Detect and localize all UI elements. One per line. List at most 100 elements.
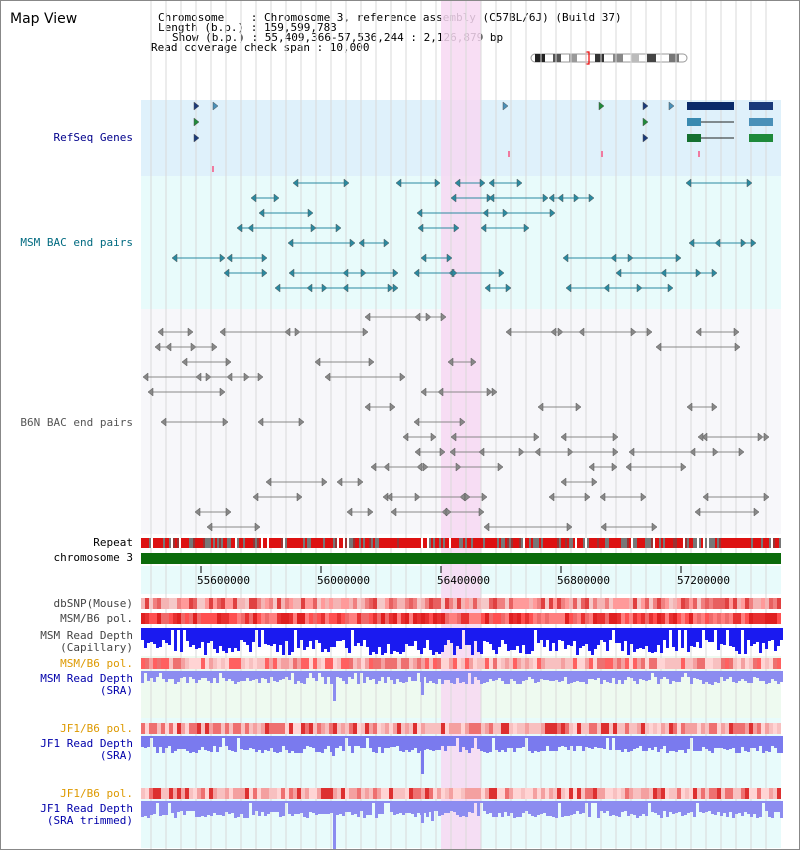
heat-cell xyxy=(565,613,569,624)
depth-bar xyxy=(474,801,477,803)
depth-bar xyxy=(759,736,762,746)
repeat-segment xyxy=(209,538,211,548)
repeat-segment xyxy=(215,538,217,548)
heat-cell xyxy=(177,613,181,624)
depth-bar xyxy=(579,628,582,648)
repeat-segment xyxy=(569,538,571,548)
repeat-segment xyxy=(235,538,237,548)
repeat-segment xyxy=(437,538,439,548)
heat-cell xyxy=(577,613,581,624)
depth-bar xyxy=(234,801,237,818)
depth-bar xyxy=(525,736,528,738)
heat-cell xyxy=(201,723,205,734)
heat-cell xyxy=(217,613,221,624)
bac-end-marker xyxy=(222,417,229,427)
label-msm-bac[interactable]: MSM BAC end pairs xyxy=(20,236,133,249)
label-b6n-bac[interactable]: B6N BAC end pairs xyxy=(20,416,133,429)
heat-cell xyxy=(437,613,441,624)
depth-bar xyxy=(765,801,768,811)
depth-bar xyxy=(744,736,747,751)
heat-cell xyxy=(685,723,689,734)
bac-end-marker xyxy=(588,193,595,203)
depth-bar xyxy=(693,736,696,751)
heat-cell xyxy=(729,658,733,669)
heat-cell xyxy=(201,788,205,799)
bac-end-marker xyxy=(694,507,701,517)
heat-cell xyxy=(193,598,197,609)
depth-bar xyxy=(375,628,378,654)
bac-end-marker xyxy=(516,178,523,188)
gene-block xyxy=(749,134,773,142)
depth-bar xyxy=(243,736,246,750)
depth-bar xyxy=(411,736,414,750)
heat-cell xyxy=(369,613,373,624)
depth-bar xyxy=(660,801,663,818)
bac-end-marker xyxy=(459,417,466,427)
bac-end-marker xyxy=(491,387,498,397)
depth-bar xyxy=(459,628,462,649)
depth-bar xyxy=(741,671,744,679)
repeat-segment xyxy=(471,538,473,548)
heat-cell xyxy=(649,723,653,734)
repeat-segment xyxy=(249,538,251,548)
repeat-segment xyxy=(513,538,515,548)
repeat-segment xyxy=(337,538,339,548)
depth-bar xyxy=(216,628,219,653)
depth-bar xyxy=(339,736,342,746)
bac-end-marker xyxy=(646,327,653,337)
heat-cell xyxy=(337,658,341,669)
depth-bar xyxy=(552,801,555,817)
depth-bar xyxy=(531,671,534,679)
depth-bar xyxy=(609,628,612,640)
depth-bar xyxy=(732,801,735,818)
depth-bar xyxy=(534,736,537,751)
label-jf1-depth-trim-1: JF1 Read Depth xyxy=(40,802,133,815)
depth-bar xyxy=(462,671,465,682)
depth-bar xyxy=(462,736,465,747)
heat-cell xyxy=(461,658,465,669)
repeat-segment xyxy=(507,538,509,548)
heat-cell xyxy=(293,613,297,624)
repeat-segment xyxy=(597,538,599,548)
label-refseq-genes[interactable]: RefSeq Genes xyxy=(53,131,133,144)
repeat-segment xyxy=(495,538,497,548)
bac-end-marker xyxy=(414,312,421,322)
depth-bar xyxy=(525,628,528,654)
repeat-segment xyxy=(535,538,537,548)
heat-cell xyxy=(553,598,557,609)
heat-cell xyxy=(305,598,309,609)
repeat-segment xyxy=(501,538,503,548)
heat-cell xyxy=(577,788,581,799)
heat-cell xyxy=(161,598,165,609)
heat-cell xyxy=(445,723,449,734)
heat-cell xyxy=(429,613,433,624)
repeat-segment xyxy=(447,538,449,548)
bac-end-marker xyxy=(562,253,569,263)
heat-cell xyxy=(385,658,389,669)
depth-bar xyxy=(594,628,597,649)
depth-bar xyxy=(141,671,144,683)
heat-cell xyxy=(621,598,625,609)
repeat-segment xyxy=(419,538,421,548)
depth-bar xyxy=(561,801,564,817)
chromosome-ideogram[interactable] xyxy=(529,51,691,67)
heat-cell xyxy=(385,613,389,624)
depth-bar xyxy=(261,801,264,812)
heat-cell xyxy=(693,613,697,624)
depth-bar xyxy=(747,628,750,640)
depth-bar xyxy=(189,628,192,647)
heat-cell xyxy=(161,658,165,669)
repeat-segment xyxy=(725,538,727,548)
heat-cell xyxy=(709,723,713,734)
depth-bar xyxy=(759,801,762,817)
repeat-segment xyxy=(753,538,755,548)
heat-cell xyxy=(701,613,705,624)
repeat-segment xyxy=(331,538,333,548)
heat-cell xyxy=(525,613,529,624)
heat-cell xyxy=(529,658,533,669)
heat-cell xyxy=(489,598,493,609)
heat-cell xyxy=(657,723,661,734)
depth-bar xyxy=(513,736,516,752)
depth-bar xyxy=(216,671,219,683)
